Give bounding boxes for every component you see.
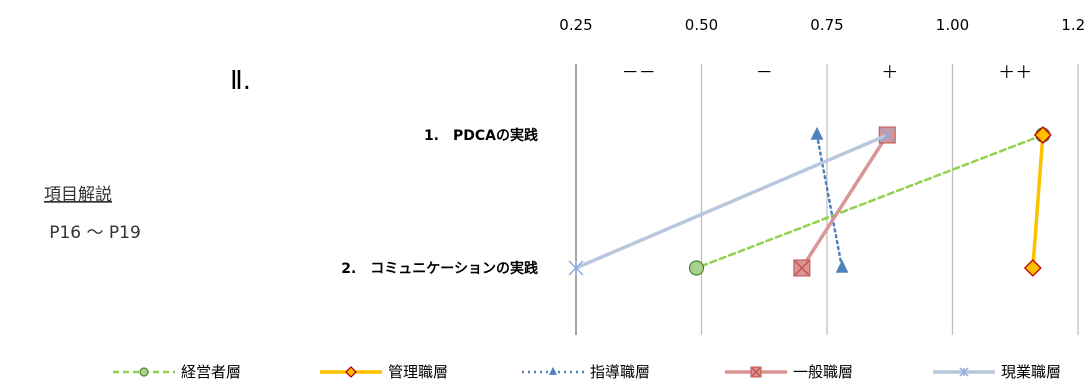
legend-item: 経営者層 [113,363,241,381]
legend-marker [548,366,558,375]
legend-label: 現業職層 [1001,363,1061,381]
legend-item: 現業職層 [933,363,1061,381]
category-label: 2. コミュニケーションの実践 [341,260,538,277]
legend-label: 経営者層 [181,363,241,381]
category-label: 1. PDCAの実践 [424,127,538,144]
legend-label: 一般職層 [793,363,853,381]
band-label: － [756,63,773,83]
legend-label: 管理職層 [388,363,448,381]
legend-item: 管理職層 [320,363,448,381]
legend-marker [139,367,149,377]
legend-item: 指導職層 [522,363,650,381]
side-note-pages: P16 ～ P19 [49,223,141,243]
band-label: ＋ [881,63,898,83]
series-line [815,133,844,270]
section-label: Ⅱ. [230,66,251,96]
x-tick-label: 1.00 [936,16,969,34]
data-point [810,126,824,140]
data-point [688,260,705,276]
series-line [574,133,889,270]
series-line [800,133,889,270]
x-tick-label: 0.75 [810,16,843,34]
x-tick-label: 0.25 [559,16,592,34]
legend-label: 指導職層 [590,363,650,381]
data-point [1023,259,1042,277]
legend-marker [959,367,969,377]
x-tick-label: 0.50 [685,16,718,34]
series-line [1031,133,1045,270]
data-point [793,259,811,277]
side-note-title: 項目解説 [44,185,112,205]
data-point [879,127,895,143]
legend-marker [750,366,762,378]
legend-marker [345,366,357,378]
x-tick-label: 1.25 [1061,16,1085,34]
series-line [695,133,1045,270]
band-label: ＋＋ [998,63,1032,83]
data-point [1033,126,1052,144]
data-point [568,260,584,276]
band-label: －－ [622,63,656,83]
legend-item: 一般職層 [725,363,853,381]
data-point [835,259,849,273]
